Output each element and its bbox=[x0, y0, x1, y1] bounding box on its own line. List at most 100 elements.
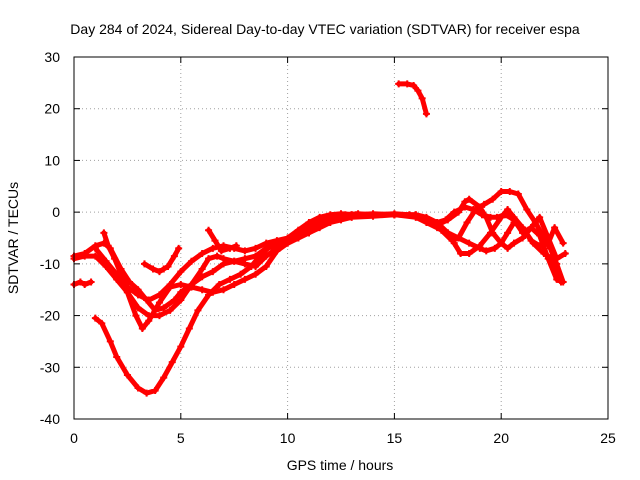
data-point-marker bbox=[527, 224, 535, 232]
data-point-marker bbox=[262, 262, 270, 270]
data-point-marker bbox=[422, 110, 430, 118]
data-point-marker bbox=[166, 281, 174, 289]
x-tick-label: 20 bbox=[493, 430, 509, 446]
data-point-marker bbox=[247, 262, 255, 270]
data-point-marker bbox=[205, 226, 213, 234]
data-point-marker bbox=[155, 312, 163, 320]
data-point-marker bbox=[504, 244, 512, 252]
data-point-marker bbox=[461, 203, 469, 211]
data-point-marker bbox=[482, 247, 490, 255]
data-point-marker bbox=[198, 286, 206, 294]
data-point-marker bbox=[480, 200, 488, 208]
data-point-marker bbox=[553, 275, 561, 283]
data-point-marker bbox=[205, 291, 213, 299]
data-point-marker bbox=[187, 257, 195, 265]
data-point-marker bbox=[414, 87, 422, 95]
data-point-marker bbox=[536, 231, 544, 239]
data-point-marker bbox=[117, 270, 125, 278]
data-point-marker bbox=[305, 218, 313, 226]
data-point-marker bbox=[491, 244, 499, 252]
data-point-marker bbox=[123, 371, 131, 379]
data-point-marker bbox=[166, 306, 174, 314]
data-point-marker bbox=[553, 260, 561, 268]
data-point-marker bbox=[433, 218, 441, 226]
data-point-marker bbox=[100, 229, 108, 237]
data-point-marker bbox=[523, 206, 531, 214]
data-point-marker bbox=[469, 206, 477, 214]
data-point-marker bbox=[164, 262, 172, 270]
data-point-marker bbox=[395, 80, 403, 88]
data-point-marker bbox=[241, 275, 249, 283]
data-point-marker bbox=[437, 226, 445, 234]
data-point-marker bbox=[132, 312, 140, 320]
data-point-marker bbox=[194, 306, 202, 314]
series-track-f bbox=[140, 244, 183, 276]
data-point-marker bbox=[273, 237, 281, 245]
data-point-marker bbox=[177, 281, 185, 289]
data-point-marker bbox=[487, 229, 495, 237]
data-point-marker bbox=[155, 268, 163, 276]
data-point-marker bbox=[160, 374, 168, 382]
data-point-marker bbox=[546, 244, 554, 252]
data-point-marker bbox=[457, 250, 465, 258]
data-point-marker bbox=[91, 314, 99, 322]
y-tick-label: 20 bbox=[44, 101, 60, 117]
y-tick-label: -10 bbox=[40, 256, 60, 272]
x-tick-label: 0 bbox=[70, 430, 78, 446]
data-point-marker bbox=[284, 234, 292, 242]
data-point-marker bbox=[316, 213, 324, 221]
data-point-marker bbox=[501, 211, 509, 219]
data-point-marker bbox=[551, 224, 559, 232]
y-tick-label: -30 bbox=[40, 359, 60, 375]
data-point-marker bbox=[145, 296, 153, 304]
data-point-marker bbox=[465, 250, 473, 258]
data-point-marker bbox=[504, 229, 512, 237]
data-point-marker bbox=[81, 252, 89, 260]
data-point-marker bbox=[185, 325, 193, 332]
data-point-marker bbox=[299, 229, 307, 237]
series-track-e bbox=[100, 203, 561, 304]
data-point-marker bbox=[352, 211, 360, 219]
data-point-marker bbox=[241, 247, 249, 255]
data-point-marker bbox=[544, 255, 552, 263]
data-point-marker bbox=[91, 252, 99, 260]
data-point-marker bbox=[138, 325, 146, 332]
data-point-marker bbox=[134, 304, 142, 312]
data-point-marker bbox=[403, 80, 411, 88]
data-point-marker bbox=[493, 213, 501, 221]
data-point-marker bbox=[442, 216, 450, 224]
data-point-marker bbox=[326, 211, 334, 219]
data-point-marker bbox=[241, 260, 249, 268]
y-tick-label: -40 bbox=[40, 411, 60, 427]
data-point-marker bbox=[213, 252, 221, 260]
data-point-marker bbox=[454, 234, 462, 242]
y-tick-label: 0 bbox=[52, 204, 60, 220]
data-point-marker bbox=[87, 278, 95, 286]
data-point-marker bbox=[559, 239, 567, 247]
data-point-marker bbox=[160, 304, 168, 312]
data-point-marker bbox=[337, 210, 345, 218]
data-point-marker bbox=[106, 337, 114, 345]
data-point-marker bbox=[143, 389, 151, 397]
data-point-marker bbox=[294, 226, 302, 234]
data-point-marker bbox=[418, 94, 426, 102]
x-tick-label: 15 bbox=[387, 430, 403, 446]
plot-frame bbox=[73, 56, 609, 420]
data-point-marker bbox=[151, 387, 159, 395]
data-point-marker bbox=[113, 353, 121, 361]
data-point-marker bbox=[211, 237, 219, 245]
data-point-marker bbox=[168, 358, 176, 366]
data-point-marker bbox=[81, 281, 89, 289]
data-point-marker bbox=[425, 216, 433, 224]
x-tick-label: 25 bbox=[600, 430, 616, 446]
data-point-marker bbox=[252, 244, 260, 252]
data-point-marker bbox=[155, 291, 163, 299]
data-point-marker bbox=[91, 244, 99, 252]
data-point-marker bbox=[155, 299, 163, 307]
data-point-marker bbox=[497, 187, 505, 195]
data-point-marker bbox=[273, 247, 281, 255]
data-point-marker bbox=[510, 216, 518, 224]
y-axis-label: SDTVAR / TECUs bbox=[5, 182, 21, 294]
data-point-marker bbox=[134, 384, 142, 392]
data-point-marker bbox=[198, 265, 206, 273]
